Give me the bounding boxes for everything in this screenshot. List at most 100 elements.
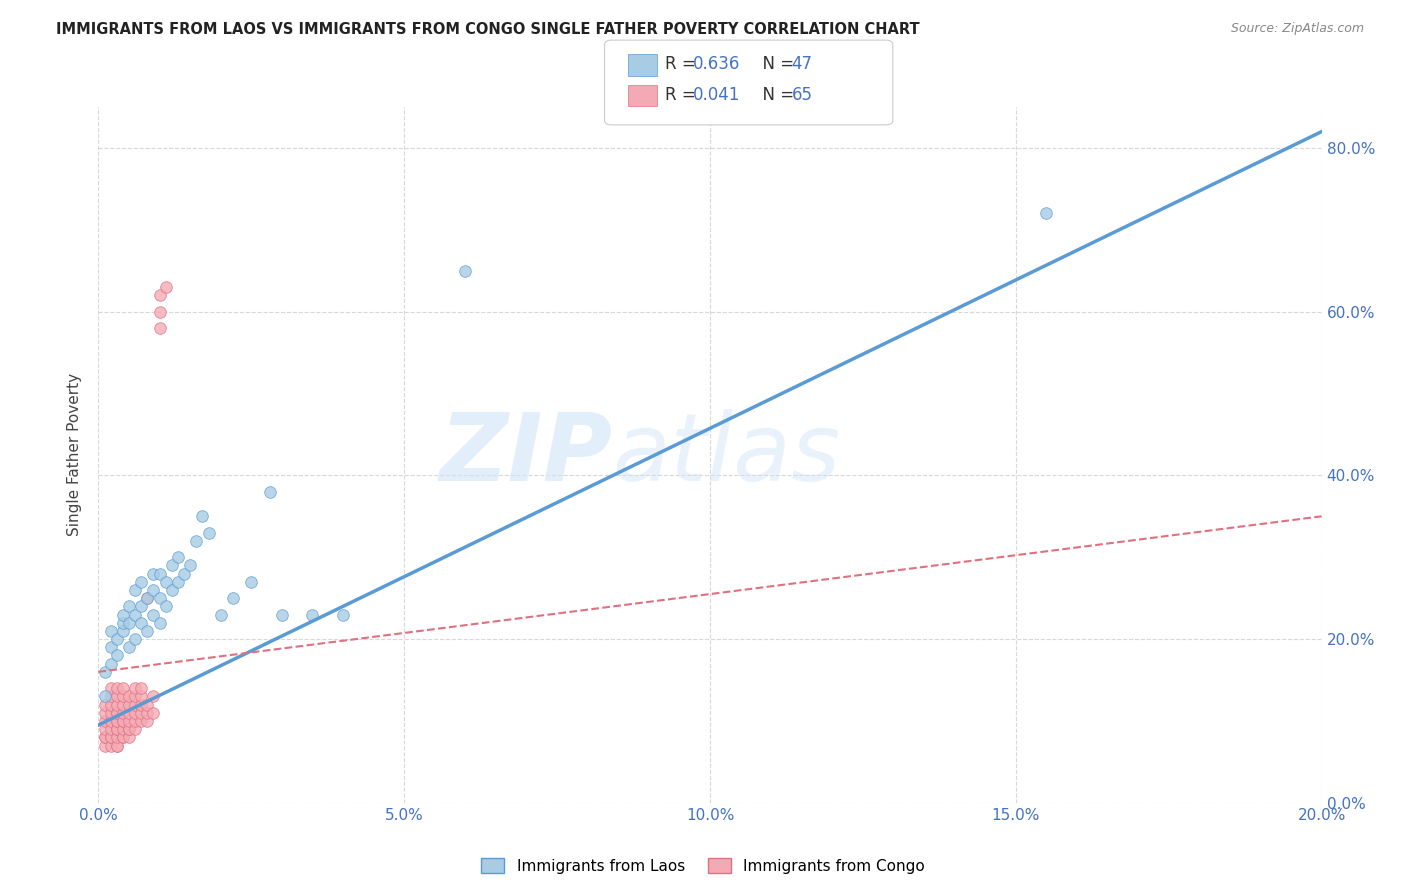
Point <box>111 731 134 745</box>
Point <box>105 698 128 712</box>
Point <box>149 566 172 581</box>
Point <box>155 599 177 614</box>
Text: IMMIGRANTS FROM LAOS VS IMMIGRANTS FROM CONGO SINGLE FATHER POVERTY CORRELATION : IMMIGRANTS FROM LAOS VS IMMIGRANTS FROM … <box>56 22 920 37</box>
Text: R =: R = <box>665 55 702 73</box>
Point <box>222 591 245 606</box>
Y-axis label: Single Father Poverty: Single Father Poverty <box>67 374 83 536</box>
Point <box>100 698 122 712</box>
Point <box>124 632 146 646</box>
Point <box>100 640 122 655</box>
Point <box>111 624 134 638</box>
Point <box>105 706 128 720</box>
Point <box>118 722 141 736</box>
Point <box>136 624 159 638</box>
Point <box>105 714 128 728</box>
Point <box>186 533 208 548</box>
Point <box>129 714 152 728</box>
Point <box>100 706 122 720</box>
Point <box>111 714 134 728</box>
Point <box>155 574 177 589</box>
Point <box>100 739 122 753</box>
Point <box>173 566 195 581</box>
Point <box>118 690 141 704</box>
Point <box>129 698 152 712</box>
Point <box>105 648 128 663</box>
Point <box>197 525 219 540</box>
Point <box>136 591 159 606</box>
Point <box>149 615 172 630</box>
Point <box>136 706 159 720</box>
Point <box>105 739 128 753</box>
Point <box>136 591 159 606</box>
Text: ZIP: ZIP <box>439 409 612 501</box>
Point <box>209 607 232 622</box>
Point <box>118 706 141 720</box>
Point <box>105 739 128 753</box>
Point <box>118 599 141 614</box>
Point <box>142 607 165 622</box>
Point <box>124 607 146 622</box>
Point <box>93 665 115 679</box>
Point <box>111 706 134 720</box>
Point <box>136 698 159 712</box>
Point <box>111 607 134 622</box>
Point <box>129 615 152 630</box>
Point <box>105 731 128 745</box>
Point <box>105 722 128 736</box>
Point <box>149 591 172 606</box>
Point <box>93 739 115 753</box>
Point <box>270 607 292 622</box>
Point <box>105 706 128 720</box>
Point <box>129 681 152 696</box>
Point <box>155 280 177 294</box>
Point <box>124 706 146 720</box>
Point <box>105 632 128 646</box>
Text: 47: 47 <box>792 55 813 73</box>
Point <box>100 690 122 704</box>
Point <box>100 722 122 736</box>
Point <box>179 558 201 573</box>
Text: 0.636: 0.636 <box>693 55 741 73</box>
Point <box>124 698 146 712</box>
Point <box>129 690 152 704</box>
Point <box>118 698 141 712</box>
Point <box>111 714 134 728</box>
Text: 0.041: 0.041 <box>693 86 741 103</box>
Point <box>454 264 477 278</box>
Legend: Immigrants from Laos, Immigrants from Congo: Immigrants from Laos, Immigrants from Co… <box>475 852 931 880</box>
Text: Source: ZipAtlas.com: Source: ZipAtlas.com <box>1230 22 1364 36</box>
Point <box>93 731 115 745</box>
Point <box>191 509 214 524</box>
Point <box>124 690 146 704</box>
Point <box>160 582 183 597</box>
Point <box>142 706 165 720</box>
Point <box>93 731 115 745</box>
Point <box>93 690 115 704</box>
Point <box>129 706 152 720</box>
Point <box>105 722 128 736</box>
Point <box>332 607 354 622</box>
Point <box>259 484 281 499</box>
Point <box>100 657 122 671</box>
Point <box>111 722 134 736</box>
Point <box>129 574 152 589</box>
Point <box>124 722 146 736</box>
Point <box>118 722 141 736</box>
Point <box>105 690 128 704</box>
Point <box>93 714 115 728</box>
Point <box>111 615 134 630</box>
Point <box>167 550 190 565</box>
Point <box>93 722 115 736</box>
Point <box>111 681 134 696</box>
Point <box>118 731 141 745</box>
Point <box>142 690 165 704</box>
Point <box>240 574 263 589</box>
Point <box>105 681 128 696</box>
Point <box>124 714 146 728</box>
Text: N =: N = <box>752 86 800 103</box>
Point <box>105 714 128 728</box>
Point <box>100 731 122 745</box>
Text: atlas: atlas <box>612 409 841 500</box>
Point <box>118 615 141 630</box>
Point <box>111 698 134 712</box>
